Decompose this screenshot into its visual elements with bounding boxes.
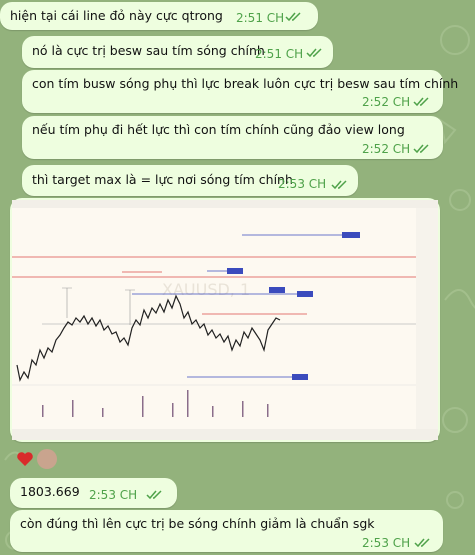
read-checkmark: [413, 97, 429, 107]
read-checkmark: [414, 538, 430, 548]
read-checkmark: [285, 12, 301, 22]
message-time: 2:53 CH: [362, 536, 411, 550]
message-bubble: con tím busw sóng phụ thì lực break luôn…: [22, 70, 458, 113]
message-bubble: nó là cực trị besw sau tím sóng chính 2:…: [22, 36, 333, 68]
message-time: 2:53 CH: [89, 488, 138, 502]
message-time: 2:53 CH: [278, 177, 327, 191]
message-text: còn đúng thì lên cực trị be sóng chính g…: [20, 516, 375, 531]
message-time: 2:51 CH: [236, 11, 285, 25]
message-time: 2:52 CH: [362, 142, 411, 156]
message-text: nó là cực trị besw sau tím sóng chính: [32, 43, 265, 58]
message-text: con tím busw sóng phụ thì lực break luôn…: [32, 76, 459, 91]
message-bubble: thì target max là = lực nơi sóng tím chí…: [22, 165, 358, 196]
message-text: hiện tại cái line đỏ này cực qtrong: [10, 8, 223, 23]
message-bubble: còn đúng thì lên cực trị be sóng chính g…: [10, 510, 443, 552]
reactions[interactable]: [14, 448, 58, 470]
read-checkmark: [331, 180, 347, 190]
message-text: thì target max là = lực nơi sóng tím chí…: [32, 172, 293, 187]
reactor-avatar: [37, 449, 57, 469]
message-text: 1803.669: [20, 484, 80, 499]
message-bubble: nếu tím phụ đi hết lực thì con tím chính…: [22, 116, 443, 159]
read-checkmark: [413, 144, 429, 154]
message-text: nếu tím phụ đi hết lực thì con tím chính…: [32, 122, 405, 137]
chart-screenshot: XAUUSD, 1: [12, 200, 438, 440]
heart-reaction: [17, 452, 33, 466]
image-bubble: XAUUSD, 1: [10, 198, 440, 442]
read-checkmark: [306, 48, 322, 58]
svg-text:XAUUSD, 1: XAUUSD, 1: [162, 280, 250, 299]
read-checkmark: [146, 490, 162, 500]
message-bubble: hiện tại cái line đỏ này cực qtrong 2:51…: [0, 2, 318, 30]
message-bubble: 1803.669 2:53 CH: [10, 478, 177, 508]
message-time: 2:51 CH: [255, 47, 304, 61]
message-time: 2:52 CH: [362, 95, 411, 109]
